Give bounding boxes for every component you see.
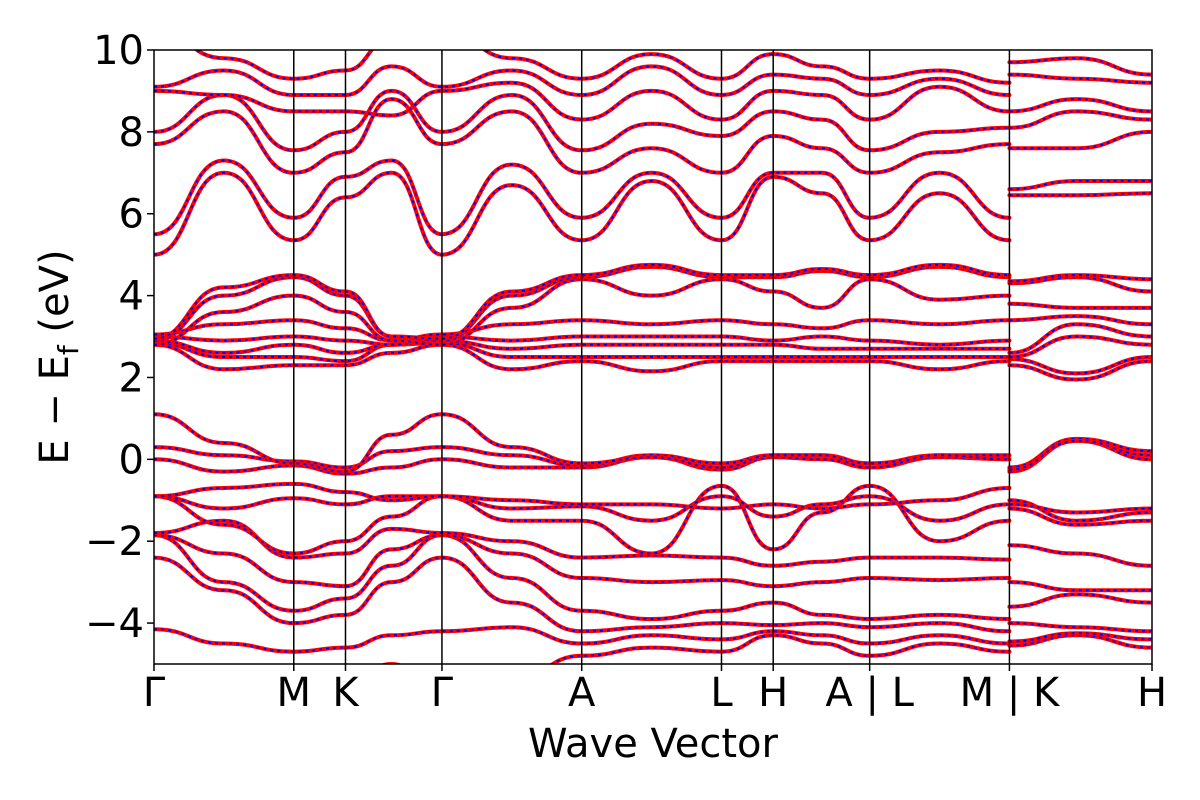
band-1-overlay-1 — [1009, 634, 1152, 649]
x-tick-label-5: L — [710, 670, 733, 716]
x-tick-label-7: A | L — [825, 670, 914, 716]
band-6-overlay-1 — [1009, 544, 1152, 567]
band-27-overlay-1 — [1009, 57, 1152, 76]
band-14-overlay-1 — [1009, 356, 1152, 375]
y-axis-label-subscript: f — [52, 344, 85, 355]
band-8-overlay-0 — [154, 495, 1010, 522]
x-tick-label-3: Γ — [431, 670, 454, 716]
y-tick-label-0: −4 — [85, 601, 144, 647]
band-16-line-1 — [1007, 322, 1152, 355]
y-tick-label-1: −2 — [85, 519, 144, 565]
band-4-overlay-1 — [1009, 593, 1152, 608]
band-9-overlay-0 — [154, 482, 1010, 510]
y-tick-label-5: 6 — [119, 192, 144, 238]
y-tick-label-2: 0 — [119, 437, 144, 483]
band-22-overlay-1 — [1009, 179, 1152, 191]
y-tick-label-7: 10 — [93, 28, 144, 74]
x-tick-label-4: A — [568, 670, 596, 716]
band-16-overlay-1 — [1009, 323, 1152, 354]
band-3-overlay-1 — [1009, 622, 1152, 633]
y-tick-label-6: 8 — [119, 110, 144, 156]
x-tick-label-6: H — [758, 670, 788, 716]
band-12-overlay-1 — [1009, 439, 1152, 471]
x-tick-label-2: K — [332, 670, 360, 716]
band-17-overlay-1 — [1009, 315, 1152, 326]
band-23-overlay-0 — [154, 98, 1010, 174]
band-23-overlay-1 — [1009, 130, 1152, 150]
band-22-overlay-0 — [154, 159, 1010, 236]
x-tick-label-8: M | K — [960, 670, 1061, 716]
band-15-overlay-1 — [1009, 335, 1152, 358]
band-7-overlay-0 — [154, 484, 1010, 555]
band-9-overlay-1 — [1009, 503, 1152, 514]
band-19-overlay-1 — [1009, 276, 1152, 293]
band-21-overlay-1 — [1009, 192, 1152, 197]
band-15-overlay-0 — [154, 339, 1010, 354]
band-25-overlay-1 — [1009, 98, 1152, 113]
band-5-overlay-1 — [1009, 581, 1152, 592]
x-tick-label-0: Γ — [143, 670, 166, 716]
band-21-overlay-0 — [154, 171, 1010, 256]
plot-frame — [153, 49, 1153, 665]
y-axis-label: E − Ef (eV) — [32, 249, 85, 464]
y-axis-ticks: −4 −2 0 2 4 6 8 10 — [85, 28, 154, 647]
x-tick-label-1: M — [277, 670, 312, 716]
y-tick-label-4: 4 — [119, 274, 144, 320]
band-19-overlay-0 — [154, 265, 1010, 342]
band-2-overlay-1 — [1009, 632, 1152, 643]
bands-layer — [154, 50, 1152, 664]
high-symmetry-lines — [293, 50, 1011, 664]
x-tick-label-9: H — [1137, 670, 1167, 716]
band-13-overlay-1 — [1009, 360, 1152, 381]
band-5-overlay-0 — [154, 534, 1010, 588]
band-1-overlay-0 — [383, 634, 1010, 664]
band-10-overlay-1 — [1009, 439, 1152, 473]
band-4-overlay-0 — [154, 534, 1010, 621]
band-23-line-1 — [1007, 129, 1152, 151]
band-20-overlay-1 — [1009, 274, 1152, 283]
y-axis-label-unit: (eV) — [32, 249, 78, 345]
x-axis-label: Wave Vector — [528, 721, 779, 767]
band-18-overlay-1 — [1009, 302, 1152, 309]
y-tick-label-3: 2 — [119, 355, 144, 401]
band-26-overlay-1 — [1009, 73, 1152, 84]
band-3-overlay-0 — [154, 556, 1010, 633]
band-6-line-1 — [1007, 543, 1152, 568]
band-25-overlay-0 — [154, 81, 1010, 121]
band-8-overlay-1 — [1009, 507, 1152, 526]
band-12-overlay-0 — [154, 413, 1010, 473]
y-axis-label-main: E − E — [32, 355, 78, 465]
band-24-overlay-1 — [1009, 110, 1152, 129]
